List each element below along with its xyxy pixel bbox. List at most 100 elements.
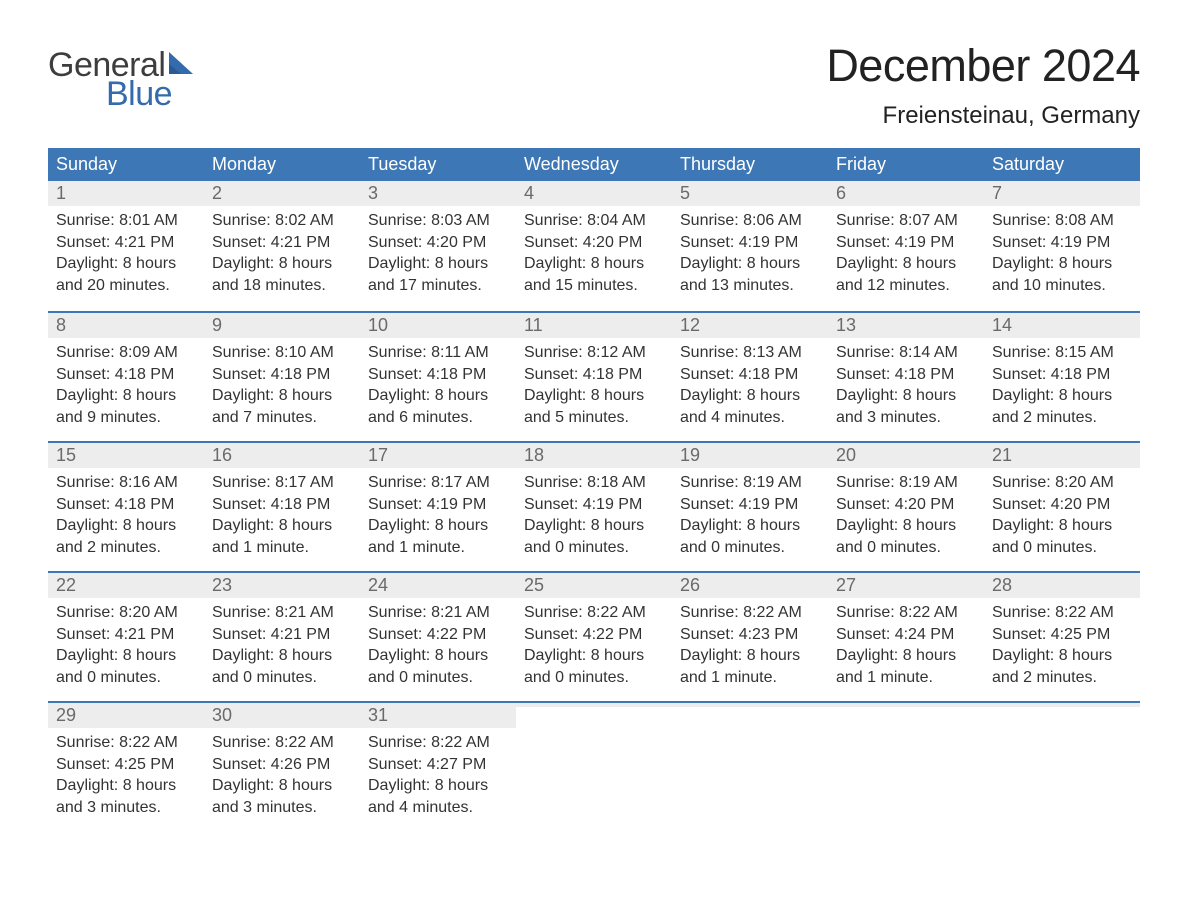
day-dl1: Daylight: 8 hours <box>992 385 1132 407</box>
day-number-row: 24 <box>360 573 516 598</box>
day-number: 5 <box>680 183 690 203</box>
calendar-day: 31 Sunrise: 8:22 AMSunset: 4:27 PMDayligh… <box>360 703 516 831</box>
day-sunrise: Sunrise: 8:11 AM <box>368 342 508 364</box>
day-body: Sunrise: 8:22 AMSunset: 4:25 PMDaylight:… <box>48 728 204 828</box>
day-sunrise: Sunrise: 8:21 AM <box>368 602 508 624</box>
day-dl1: Daylight: 8 hours <box>212 775 352 797</box>
day-body: Sunrise: 8:17 AMSunset: 4:18 PMDaylight:… <box>204 468 360 568</box>
day-dl2: and 1 minute. <box>368 537 508 559</box>
day-number-row: 13 <box>828 313 984 338</box>
day-dl1: Daylight: 8 hours <box>56 645 196 667</box>
day-number: 31 <box>368 705 388 725</box>
day-dl1: Daylight: 8 hours <box>524 385 664 407</box>
day-sunset: Sunset: 4:18 PM <box>368 364 508 386</box>
day-dl2: and 18 minutes. <box>212 275 352 297</box>
day-body: Sunrise: 8:22 AMSunset: 4:26 PMDaylight:… <box>204 728 360 828</box>
day-body: Sunrise: 8:02 AMSunset: 4:21 PMDaylight:… <box>204 206 360 306</box>
day-sunrise: Sunrise: 8:14 AM <box>836 342 976 364</box>
weeks-container: 1Sunrise: 8:01 AMSunset: 4:21 PMDaylight… <box>48 181 1140 831</box>
day-number-row: 7 <box>984 181 1140 206</box>
day-dl1: Daylight: 8 hours <box>836 253 976 275</box>
weekday-header: Friday <box>828 148 984 181</box>
day-dl2: and 0 minutes. <box>56 667 196 689</box>
day-body: Sunrise: 8:19 AMSunset: 4:20 PMDaylight:… <box>828 468 984 568</box>
day-dl1: Daylight: 8 hours <box>680 515 820 537</box>
weekday-header: Saturday <box>984 148 1140 181</box>
calendar-day: 23Sunrise: 8:21 AMSunset: 4:21 PMDayligh… <box>204 573 360 701</box>
day-sunrise: Sunrise: 8:03 AM <box>368 210 508 232</box>
day-sunset: Sunset: 4:24 PM <box>836 624 976 646</box>
day-number-row: 22 <box>48 573 204 598</box>
day-sunrise: Sunrise: 8:17 AM <box>368 472 508 494</box>
day-number: 18 <box>524 445 544 465</box>
day-number: 21 <box>992 445 1012 465</box>
day-sunrise: Sunrise: 8:20 AM <box>992 472 1132 494</box>
day-number-row: 31 <box>360 703 516 728</box>
day-number: 17 <box>368 445 388 465</box>
day-body: Sunrise: 8:22 AMSunset: 4:24 PMDaylight:… <box>828 598 984 698</box>
day-dl1: Daylight: 8 hours <box>212 253 352 275</box>
day-number: 20 <box>836 445 856 465</box>
day-sunrise: Sunrise: 8:19 AM <box>680 472 820 494</box>
logo: General Blue <box>48 46 197 114</box>
day-sunrise: Sunrise: 8:10 AM <box>212 342 352 364</box>
day-number-row: 12 <box>672 313 828 338</box>
day-number-row: 9 <box>204 313 360 338</box>
calendar-day: 6Sunrise: 8:07 AMSunset: 4:19 PMDaylight… <box>828 181 984 311</box>
day-body: Sunrise: 8:01 AMSunset: 4:21 PMDaylight:… <box>48 206 204 306</box>
day-sunrise: Sunrise: 8:20 AM <box>56 602 196 624</box>
calendar-week: 8Sunrise: 8:09 AMSunset: 4:18 PMDaylight… <box>48 311 1140 441</box>
day-body: Sunrise: 8:06 AMSunset: 4:19 PMDaylight:… <box>672 206 828 306</box>
day-body: Sunrise: 8:22 AMSunset: 4:25 PMDaylight:… <box>984 598 1140 698</box>
weekday-header: Thursday <box>672 148 828 181</box>
day-sunset: Sunset: 4:18 PM <box>212 364 352 386</box>
day-number: 28 <box>992 575 1012 595</box>
day-sunset: Sunset: 4:20 PM <box>992 494 1132 516</box>
day-dl1: Daylight: 8 hours <box>56 385 196 407</box>
day-dl2: and 17 minutes. <box>368 275 508 297</box>
day-dl1: Daylight: 8 hours <box>680 645 820 667</box>
calendar-day: 10Sunrise: 8:11 AMSunset: 4:18 PMDayligh… <box>360 313 516 441</box>
day-sunrise: Sunrise: 8:06 AM <box>680 210 820 232</box>
title-location: Freiensteinau, Germany <box>826 102 1140 130</box>
day-dl1: Daylight: 8 hours <box>836 515 976 537</box>
day-dl1: Daylight: 8 hours <box>212 515 352 537</box>
logo-text-blue: Blue <box>106 75 197 114</box>
day-dl2: and 9 minutes. <box>56 407 196 429</box>
day-sunset: Sunset: 4:19 PM <box>992 232 1132 254</box>
day-number-row: 30 <box>204 703 360 728</box>
day-body: Sunrise: 8:08 AMSunset: 4:19 PMDaylight:… <box>984 206 1140 306</box>
day-number-row: 1 <box>48 181 204 206</box>
day-number-row: 28 <box>984 573 1140 598</box>
calendar-day: 16Sunrise: 8:17 AMSunset: 4:18 PMDayligh… <box>204 443 360 571</box>
day-sunset: Sunset: 4:19 PM <box>368 494 508 516</box>
day-sunrise: Sunrise: 8:09 AM <box>56 342 196 364</box>
calendar-day: 17Sunrise: 8:17 AMSunset: 4:19 PMDayligh… <box>360 443 516 571</box>
day-number: 12 <box>680 315 700 335</box>
day-body: Sunrise: 8:14 AMSunset: 4:18 PMDaylight:… <box>828 338 984 438</box>
day-number: 10 <box>368 315 388 335</box>
day-number: 30 <box>212 705 232 725</box>
day-dl1: Daylight: 8 hours <box>836 385 976 407</box>
day-sunset: Sunset: 4:20 PM <box>368 232 508 254</box>
day-number-row: 29 <box>48 703 204 728</box>
day-sunset: Sunset: 4:20 PM <box>836 494 976 516</box>
day-number-row: 16 <box>204 443 360 468</box>
weekday-header-row: Sunday Monday Tuesday Wednesday Thursday… <box>48 148 1140 181</box>
calendar-day: 26Sunrise: 8:22 AMSunset: 4:23 PMDayligh… <box>672 573 828 701</box>
calendar-day: 9Sunrise: 8:10 AMSunset: 4:18 PMDaylight… <box>204 313 360 441</box>
day-sunset: Sunset: 4:27 PM <box>368 754 508 776</box>
day-dl2: and 13 minutes. <box>680 275 820 297</box>
day-dl1: Daylight: 8 hours <box>992 253 1132 275</box>
day-number-row: 19 <box>672 443 828 468</box>
day-body: Sunrise: 8:07 AMSunset: 4:19 PMDaylight:… <box>828 206 984 306</box>
day-dl2: and 2 minutes. <box>56 537 196 559</box>
calendar-day: 22Sunrise: 8:20 AMSunset: 4:21 PMDayligh… <box>48 573 204 701</box>
day-body: Sunrise: 8:22 AMSunset: 4:27 PMDaylight:… <box>360 728 516 828</box>
calendar-week: 15Sunrise: 8:16 AMSunset: 4:18 PMDayligh… <box>48 441 1140 571</box>
day-body: Sunrise: 8:22 AMSunset: 4:23 PMDaylight:… <box>672 598 828 698</box>
day-dl1: Daylight: 8 hours <box>836 645 976 667</box>
day-dl1: Daylight: 8 hours <box>992 645 1132 667</box>
calendar-day: 1Sunrise: 8:01 AMSunset: 4:21 PMDaylight… <box>48 181 204 311</box>
calendar-day: 7Sunrise: 8:08 AMSunset: 4:19 PMDaylight… <box>984 181 1140 311</box>
